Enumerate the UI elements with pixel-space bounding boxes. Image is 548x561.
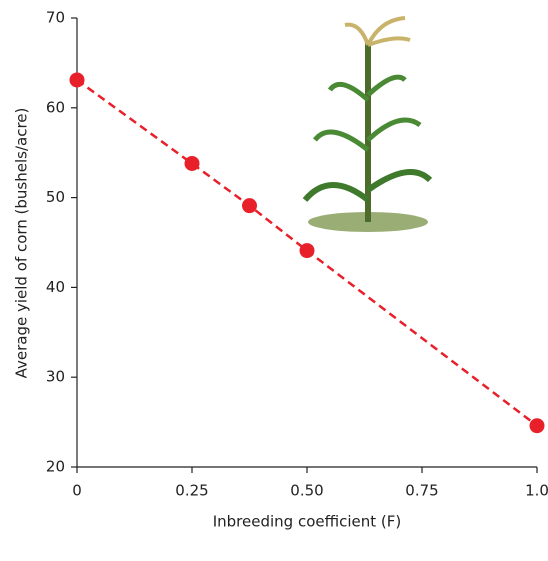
y-tick-label: 40 <box>46 278 65 296</box>
x-tick-label: 0 <box>72 482 82 500</box>
x-tick-label: 0.25 <box>175 482 208 500</box>
y-axis-title: Average yield of corn (bushels/acre) <box>13 108 31 379</box>
y-tick-label: 50 <box>46 188 65 206</box>
data-point <box>530 418 545 433</box>
corn-illustration <box>305 18 430 232</box>
data-point <box>242 198 257 213</box>
y-tick-label: 60 <box>46 98 65 116</box>
data-point <box>185 156 200 171</box>
data-point <box>300 243 315 258</box>
data-point <box>70 72 85 87</box>
x-tick-label: 1.0 <box>525 482 548 500</box>
x-tick-label: 0.50 <box>290 482 323 500</box>
y-tick-label: 20 <box>46 458 65 476</box>
x-tick-label: 0.75 <box>405 482 438 500</box>
chart: Inbreeding coefficient (F) Average yield… <box>0 0 548 561</box>
y-tick-label: 70 <box>46 9 65 27</box>
x-axis-title: Inbreeding coefficient (F) <box>213 513 402 531</box>
y-tick-label: 30 <box>46 368 65 386</box>
